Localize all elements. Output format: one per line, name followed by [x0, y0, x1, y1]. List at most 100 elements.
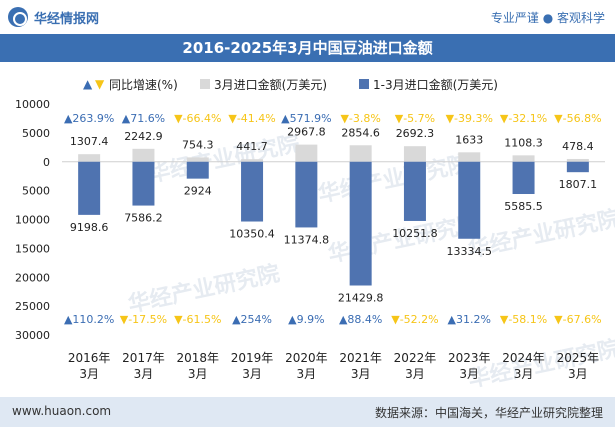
x-tick-label: 2016年 — [68, 351, 111, 365]
bar-cumulative — [186, 161, 209, 179]
bar-march-label: 2242.9 — [124, 130, 163, 143]
bar-march-label: 1633 — [455, 133, 483, 146]
cumulative-growth-label: ▼-67.6% — [554, 313, 601, 326]
logo-icon — [8, 7, 28, 27]
bar-cumulative — [295, 161, 318, 228]
bar-cumulative — [132, 161, 155, 206]
y-tick-label: 5000 — [22, 127, 50, 140]
bar-cumulative-label: 5585.5 — [504, 200, 543, 213]
legend-march-label: 3月进口金额(万美元) — [214, 77, 327, 92]
bar-cumulative — [512, 161, 535, 195]
bar-march-label: 2967.8 — [287, 126, 326, 139]
x-tick-label: 3月 — [79, 367, 99, 381]
bar-march-label: 1307.4 — [70, 135, 109, 148]
bar-cumulative-label: 10251.8 — [392, 227, 438, 240]
march-growth-label: ▼-3.8% — [340, 112, 380, 125]
x-tick-label: 2021年 — [339, 351, 382, 365]
bar-cumulative-label: 7586.2 — [124, 212, 163, 225]
y-tick-label: 10000 — [15, 98, 50, 111]
x-tick-label: 2020年 — [285, 351, 328, 365]
bar-cumulative — [403, 161, 426, 221]
x-tick-label: 2018年 — [176, 351, 219, 365]
bar-march-label: 478.4 — [562, 140, 594, 153]
bar-cumulative-label: 9198.6 — [70, 221, 109, 234]
x-tick-label: 2017年 — [122, 351, 165, 365]
march-growth-label: ▲571.9% — [281, 112, 331, 125]
y-tick-label: 5000 — [22, 185, 50, 198]
cumulative-growth-label: ▲254% — [232, 313, 272, 326]
march-growth-label: ▼-5.7% — [395, 112, 435, 125]
x-tick-label: 2019年 — [231, 351, 274, 365]
x-tick-label: 2023年 — [448, 351, 491, 365]
logo-text: 华经情报网 — [34, 11, 100, 27]
x-tick-label: 3月 — [459, 367, 479, 381]
march-growth-label: ▲71.6% — [122, 112, 165, 125]
legend-down-marker: ▼ — [95, 77, 105, 91]
march-growth-label: ▼-41.4% — [228, 112, 275, 125]
legend-cumulative-label: 1-3月进口金额(万美元) — [373, 77, 498, 92]
bar-cumulative-label: 21429.8 — [338, 292, 384, 305]
x-tick-label: 3月 — [242, 367, 262, 381]
legend-march-swatch — [200, 79, 210, 89]
y-tick-label: 10000 — [15, 214, 50, 227]
x-tick-label: 3月 — [568, 367, 588, 381]
bar-cumulative — [566, 161, 589, 173]
y-tick-label: 0 — [43, 156, 50, 169]
cumulative-growth-label: ▲31.2% — [448, 313, 491, 326]
bar-march — [78, 154, 101, 162]
watermark-4: 华经产业研究院 — [126, 260, 282, 317]
march-growth-label: ▼-56.8% — [554, 112, 601, 125]
x-tick-label: 3月 — [405, 367, 425, 381]
bar-march — [132, 148, 155, 162]
x-tick-label: 3月 — [351, 367, 371, 381]
logo: 华经情报网 — [8, 7, 99, 27]
bar-cumulative — [349, 161, 372, 286]
top-bar: 华经情报网 专业严谨 ● 客观科学 — [0, 0, 615, 34]
legend-cumulative-swatch — [359, 79, 369, 89]
chart: 华经产业研究院 华经产业研究院华经产业研究院华经产业研究院华经产业研究院华经产业研… — [15, 77, 615, 393]
slogan: 专业严谨 ● 客观科学 — [490, 11, 605, 25]
bar-cumulative-label: 13334.5 — [447, 245, 493, 258]
y-tick-label: 20000 — [15, 271, 50, 284]
watermark-1: 华经产业研究院 — [316, 150, 472, 207]
x-tick-label: 3月 — [514, 367, 534, 381]
legend-up-marker: ▲ — [83, 77, 93, 91]
x-tick-label: 3月 — [134, 367, 154, 381]
bar-march — [403, 146, 426, 162]
bar-cumulative-label: 11374.8 — [284, 233, 330, 246]
watermark-0: 华经产业研究院 — [146, 130, 302, 187]
cumulative-growth-label: ▲9.9% — [288, 313, 324, 326]
bar-march — [349, 145, 372, 162]
bar-march-label: 754.3 — [182, 138, 214, 151]
bar-cumulative — [458, 161, 481, 239]
footer: www.huaon.com 数据来源：中国海关，华经产业研究院整理 — [0, 397, 615, 427]
y-tick-label: 25000 — [15, 300, 50, 313]
bar-march-label: 441.7 — [236, 140, 268, 153]
bar-cumulative-label: 2924 — [184, 185, 212, 198]
y-tick-label: 15000 — [15, 242, 50, 255]
bar-march — [566, 158, 589, 162]
bar-march-label: 2692.3 — [396, 127, 435, 140]
bar-march — [295, 144, 318, 162]
bar-march-label: 1108.3 — [504, 136, 543, 149]
bar-march — [241, 159, 264, 162]
legend-growth-label: 同比增速(%) — [109, 78, 178, 92]
cumulative-growth-label: ▼-61.5% — [174, 313, 221, 326]
bar-march — [186, 157, 209, 162]
march-growth-label: ▼-66.4% — [174, 112, 221, 125]
march-growth-label: ▼-39.3% — [446, 112, 493, 125]
x-tick-label: 3月 — [297, 367, 317, 381]
data-source: 数据来源：中国海关，华经产业研究院整理 — [374, 406, 603, 420]
bar-march — [512, 155, 535, 162]
x-tick-label: 2025年 — [557, 351, 600, 365]
chart-title: 2016-2025年3月中国豆油进口金额 — [0, 34, 615, 62]
bar-cumulative-label: 1807.1 — [559, 178, 598, 191]
march-growth-label: ▲263.9% — [64, 112, 114, 125]
march-growth-label: ▼-32.1% — [500, 112, 547, 125]
x-tick-label: 3月 — [188, 367, 208, 381]
cumulative-growth-label: ▲88.4% — [339, 313, 382, 326]
bar-cumulative — [241, 161, 264, 222]
website-link[interactable]: www.huaon.com — [12, 404, 112, 418]
bar-march — [458, 152, 481, 162]
bar-march-label: 2854.6 — [341, 126, 380, 139]
